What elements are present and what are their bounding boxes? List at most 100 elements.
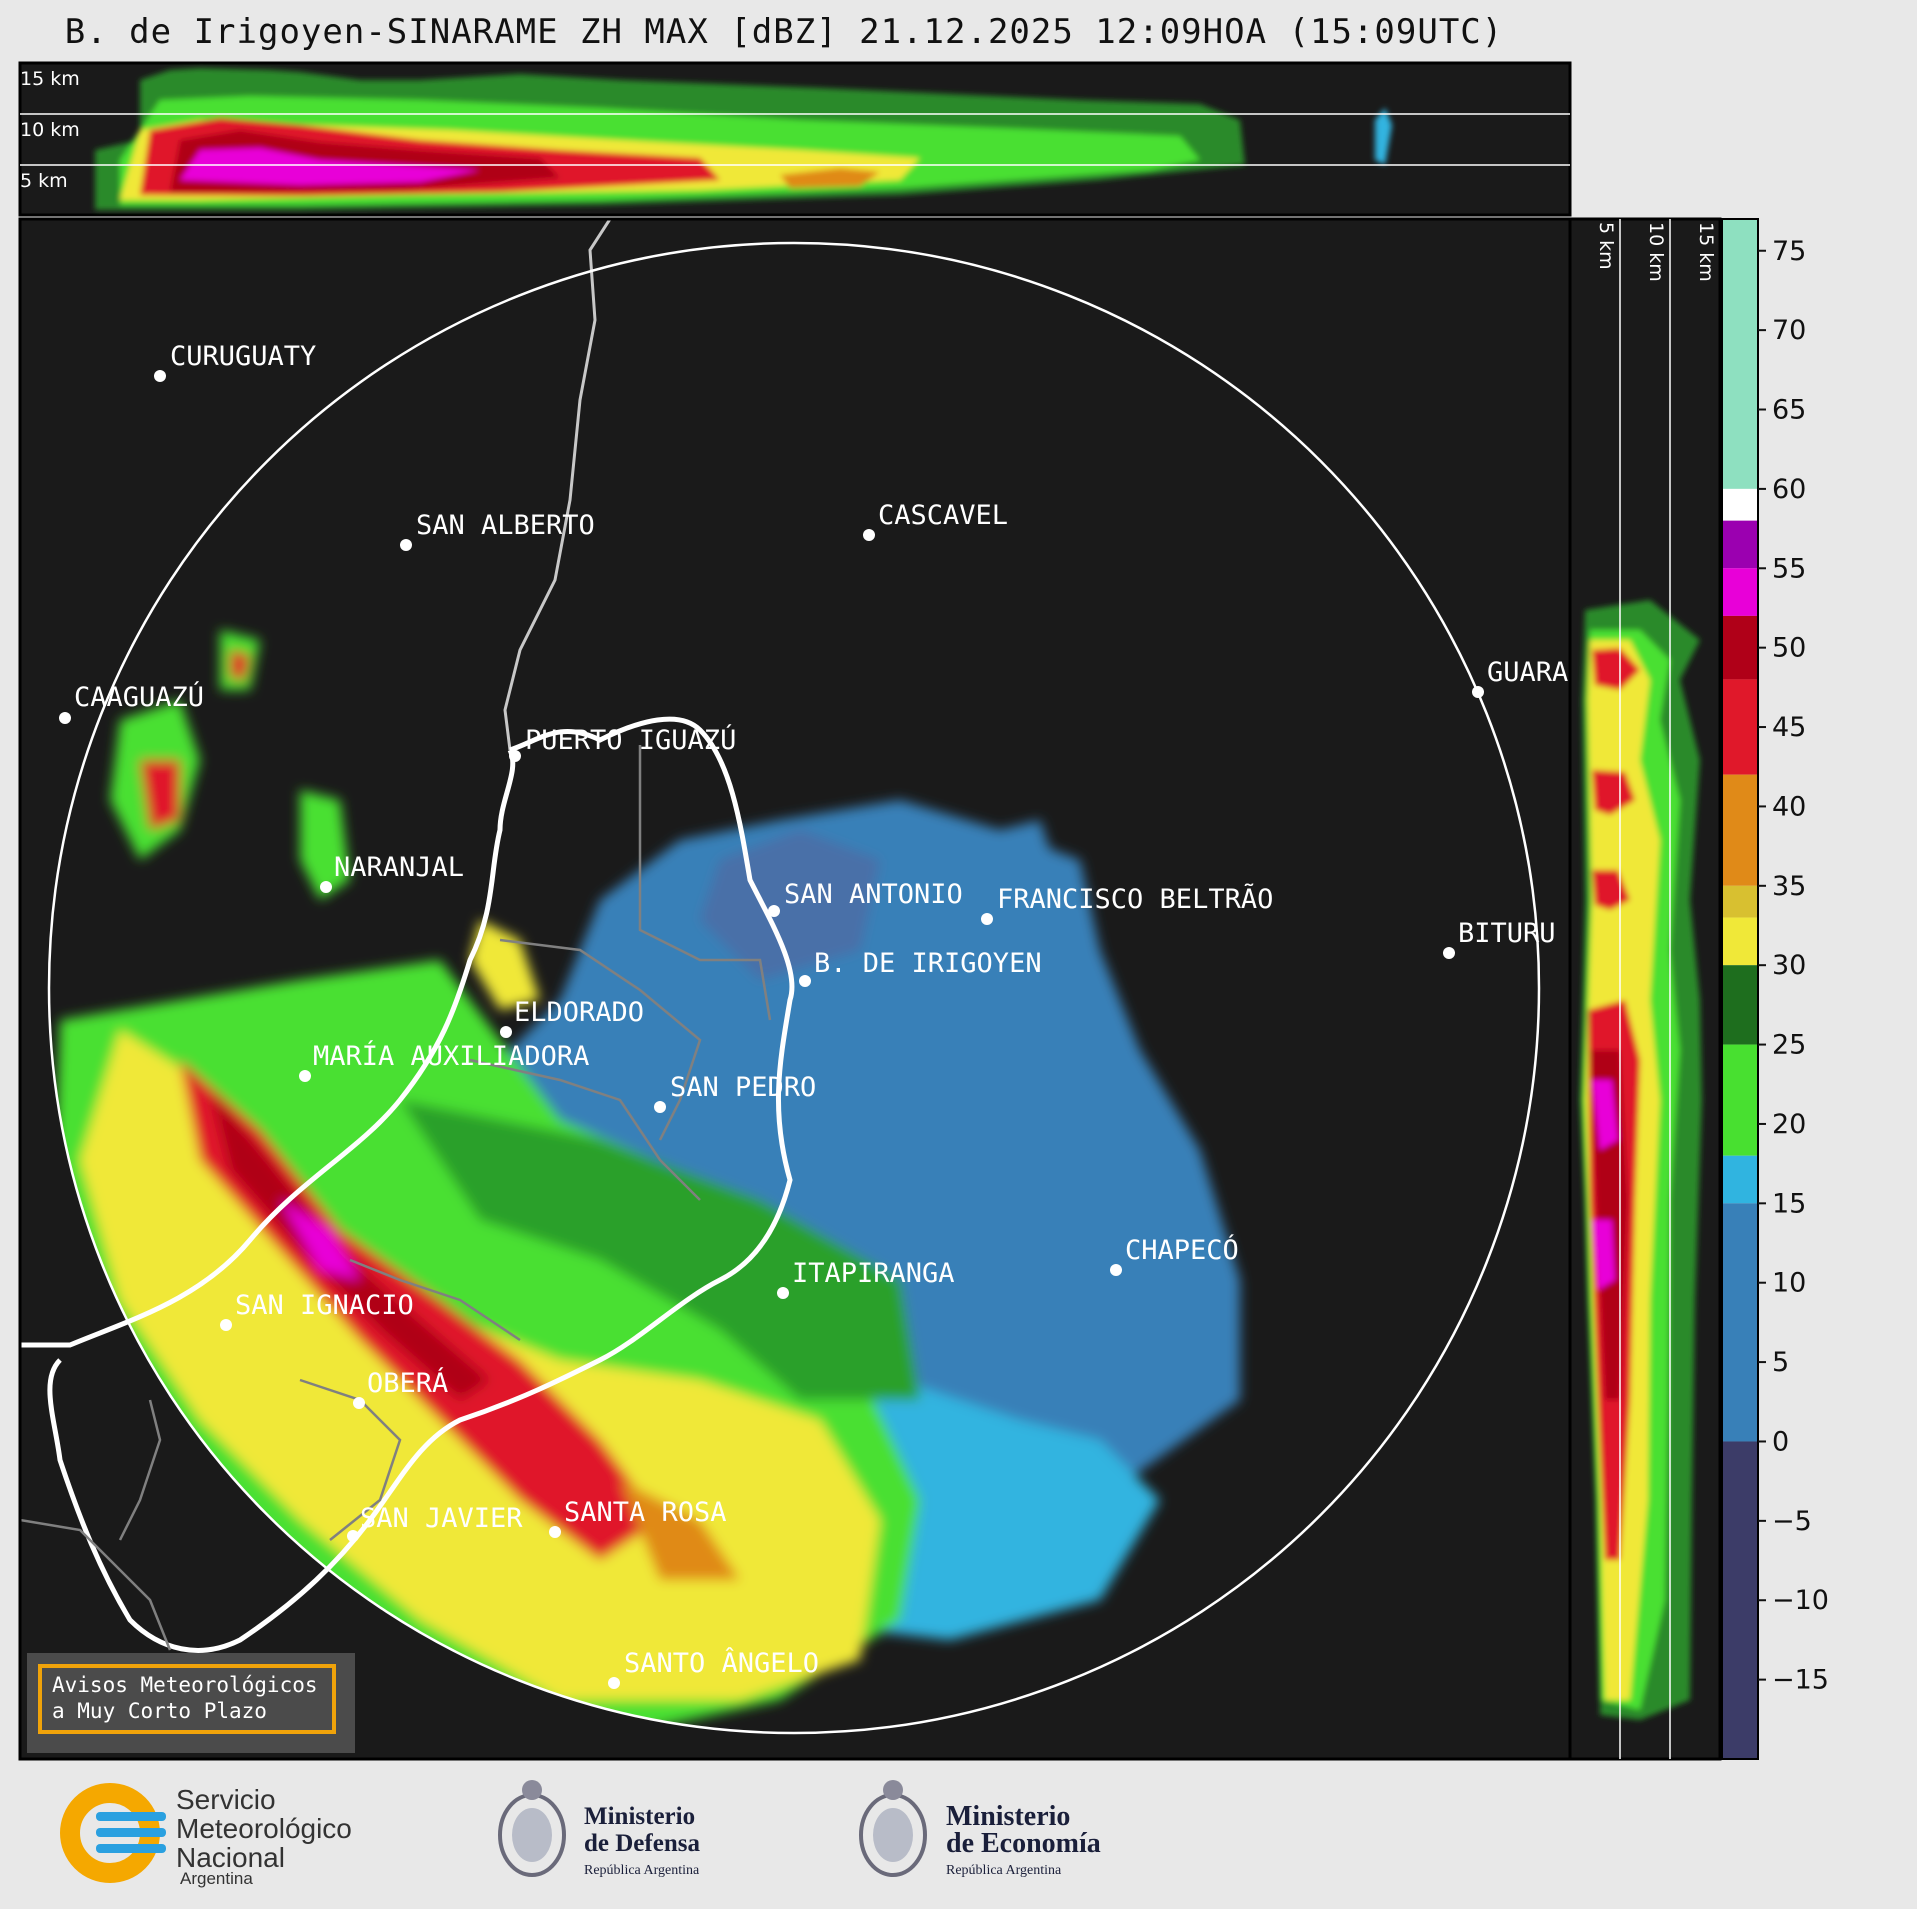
ministerio-defensa-text: Ministerio de Defensa República Argentin… [584, 1803, 700, 1884]
svg-text:SAN IGNACIO: SAN IGNACIO [235, 1290, 414, 1321]
boundary-lines [20, 219, 795, 1653]
svg-text:SAN ALBERTO: SAN ALBERTO [416, 510, 595, 541]
top-height-label-5: 5 km [20, 170, 68, 192]
city-b-de-irigoyen: B. DE IRIGOYEN [799, 948, 1042, 987]
city-cascavel: CASCAVEL [863, 500, 1008, 541]
colorbar-band [1722, 1203, 1758, 1442]
colorbar-tick-label: 5 [1772, 1347, 1789, 1378]
colorbar-tick-label: 0 [1772, 1426, 1789, 1457]
colorbar-tick-label: 65 [1772, 395, 1806, 426]
colorbar-tick-label: −10 [1772, 1585, 1829, 1616]
city-caaguazu: CAAGUAZÚ [59, 681, 204, 724]
svg-text:CAAGUAZÚ: CAAGUAZÚ [74, 681, 204, 713]
colorbar-band [1722, 219, 1758, 489]
colorbar-band [1722, 917, 1758, 966]
colorbar-band [1722, 1441, 1758, 1759]
city-san-pedro: SAN PEDRO [654, 1072, 816, 1113]
svg-text:MARÍA AUXILIADORA: MARÍA AUXILIADORA [313, 1040, 589, 1072]
colorbar-tick-label: 45 [1772, 712, 1806, 743]
svg-text:SAN ANTONIO: SAN ANTONIO [784, 879, 963, 910]
notice-line-2: a Muy Corto Plazo [52, 1699, 267, 1723]
svg-text:SAN PEDRO: SAN PEDRO [670, 1072, 816, 1103]
notice-line-1: Avisos Meteorológicos [52, 1673, 318, 1697]
svg-text:SANTA ROSA: SANTA ROSA [564, 1497, 727, 1528]
colorbar-tick-label: 20 [1772, 1109, 1806, 1140]
svg-text:CHAPECÓ: CHAPECÓ [1125, 1234, 1239, 1266]
city-naranjal: NARANJAL [320, 852, 464, 893]
colorbar-band [1722, 774, 1758, 886]
smn-logo [60, 1783, 166, 1883]
smn-name-line-1: Servicio [176, 1784, 276, 1815]
svg-text:SANTO ÂNGELO: SANTO ÂNGELO [624, 1647, 819, 1679]
top-height-label-15: 15 km [20, 68, 80, 90]
colorbar-tick-label: 25 [1772, 1030, 1806, 1061]
city-san-javier: SAN JAVIER [347, 1503, 523, 1542]
colorbar-tick-label: 50 [1772, 633, 1806, 664]
city-francisco-beltrao: FRANCISCO BELTRÃO [981, 883, 1273, 925]
range-ring [47, 241, 1541, 1735]
ministerio-economia-emblem [859, 1780, 927, 1877]
colorbar-tick-label: 70 [1772, 315, 1806, 346]
colorbar-bands [1722, 219, 1758, 1759]
colorbar-band [1722, 1044, 1758, 1156]
svg-text:BITURU: BITURU [1458, 918, 1556, 949]
city-markers: CURUGUATY SAN ALBERTO CASCAVEL CAAGUAZÚ … [59, 341, 1568, 1689]
colorbar-band [1722, 615, 1758, 680]
top-cross-section-panel: 15 km 10 km 5 km [18, 61, 1572, 217]
city-guara: GUARA [1472, 657, 1568, 698]
colorbar-band [1722, 885, 1758, 918]
city-puerto-iguazu: PUERTO IGUAZÚ [509, 724, 736, 762]
colorbar-tick-label: 15 [1772, 1188, 1806, 1219]
svg-text:OBERÁ: OBERÁ [367, 1367, 448, 1399]
ministry1-line-2: de Defensa [584, 1830, 700, 1857]
side-height-label-10: 10 km [1645, 222, 1667, 282]
svg-text:NARANJAL: NARANJAL [334, 852, 464, 883]
city-santo-angelo: SANTO ÂNGELO [608, 1647, 819, 1689]
colorbar-tick-label: 30 [1772, 950, 1806, 981]
city-chapeco: CHAPECÓ [1110, 1234, 1239, 1276]
smn-name-line-3: Nacional [176, 1842, 285, 1873]
ministry2-sub: República Argentina [946, 1863, 1062, 1878]
smn-country: Argentina [180, 1869, 253, 1888]
city-eldorado: ELDORADO [500, 997, 644, 1038]
svg-text:ITAPIRANGA: ITAPIRANGA [792, 1258, 955, 1289]
svg-text:FRANCISCO BELTRÃO: FRANCISCO BELTRÃO [997, 883, 1273, 915]
colorbar-tick-label: 35 [1772, 871, 1806, 902]
city-santa-rosa: SANTA ROSA [549, 1497, 727, 1538]
city-itapiranga: ITAPIRANGA [777, 1258, 955, 1299]
colorbar-band [1722, 488, 1758, 521]
colorbar-band [1722, 520, 1758, 569]
svg-text:SAN JAVIER: SAN JAVIER [360, 1503, 523, 1534]
side-height-label-5: 5 km [1595, 222, 1617, 270]
city-maria-auxiliadora: MARÍA AUXILIADORA [299, 1040, 589, 1082]
svg-text:ELDORADO: ELDORADO [514, 997, 644, 1028]
top-height-label-10: 10 km [20, 119, 80, 141]
city-obera: OBERÁ [353, 1367, 448, 1409]
colorbar-tick-label: 40 [1772, 791, 1806, 822]
svg-text:B. DE IRIGOYEN: B. DE IRIGOYEN [814, 948, 1042, 979]
radar-map-panel: CURUGUATY SAN ALBERTO CASCAVEL CAAGUAZÚ … [18, 217, 1572, 1761]
colorbar-tick-label: −15 [1772, 1665, 1829, 1696]
colorbar-tick-label: 10 [1772, 1268, 1806, 1299]
colorbar-tick-label: 60 [1772, 474, 1806, 505]
ministry1-sub: República Argentina [584, 1863, 700, 1878]
chart-title: B. de Irigoyen-SINARAME ZH MAX [dBZ] 21.… [64, 12, 1504, 52]
colorbar-band [1722, 1155, 1758, 1204]
colorbar-tick-label: −5 [1772, 1506, 1812, 1537]
svg-text:CASCAVEL: CASCAVEL [878, 500, 1008, 531]
colorbar-band [1722, 965, 1758, 1045]
smn-name: Servicio Meteorológico Nacional [176, 1785, 352, 1872]
svg-text:CURUGUATY: CURUGUATY [170, 341, 316, 372]
ministerio-defensa-emblem [498, 1780, 566, 1877]
colorbar-band [1722, 568, 1758, 616]
city-san-ignacio: SAN IGNACIO [220, 1290, 414, 1331]
side-height-label-15: 15 km [1695, 222, 1717, 282]
side-cross-section-panel: 5 km 10 km 15 km [1568, 217, 1722, 1761]
smn-name-line-2: Meteorológico [176, 1813, 352, 1844]
ministry2-line-2: de Economía [946, 1828, 1101, 1859]
ministerio-economia-text: Ministerio de Economía República Argenti… [946, 1803, 1101, 1884]
city-bituru: BITURU [1443, 918, 1556, 959]
